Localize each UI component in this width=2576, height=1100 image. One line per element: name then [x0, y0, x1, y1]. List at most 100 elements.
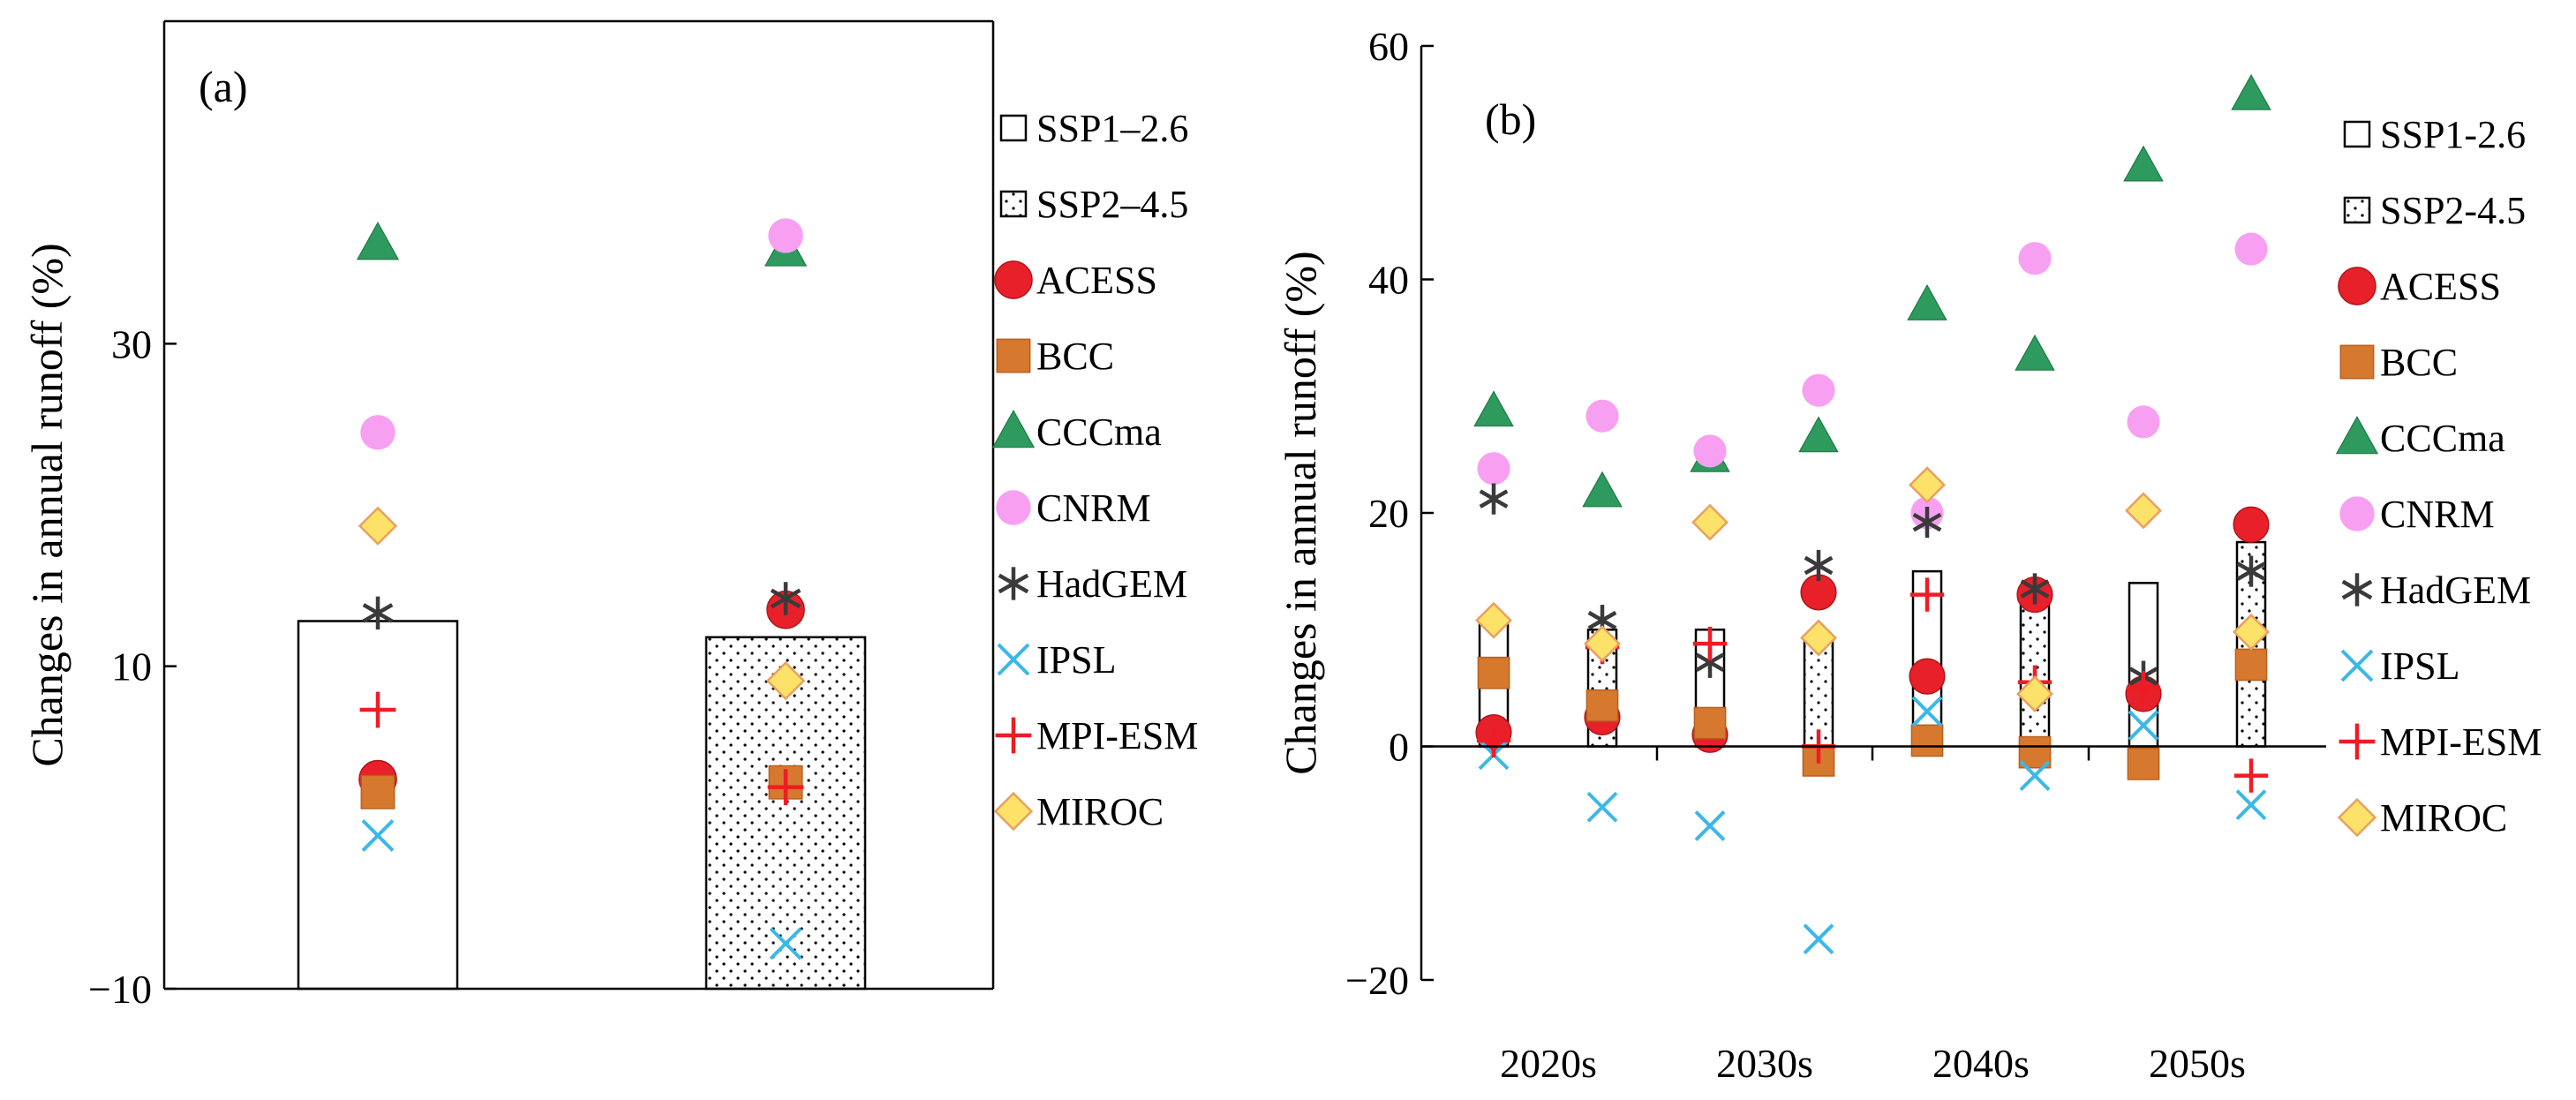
point-bcc	[1693, 706, 1727, 740]
legend-marker-hadgem	[2341, 573, 2373, 607]
series-ipsl	[361, 819, 802, 961]
legend-marker-bcc	[2339, 344, 2375, 380]
point-ipsl-stroke	[2019, 760, 2051, 791]
point-hadgem-stroke	[2236, 561, 2266, 581]
legend-label: BCC	[1036, 335, 1114, 378]
legend-marker-mpi-esm	[995, 717, 1032, 754]
legend-item: HadGEM	[2341, 569, 2531, 612]
legend-a: SSP1–2.6 SSP2–4.5 ACESS BCC CCCma CNRM HadGEM I…	[991, 107, 1198, 833]
x-tick-label: 2040s	[1932, 1041, 2030, 1086]
point-cnrm	[1693, 434, 1727, 468]
x-tick-labels: 2020s 2030s 2040s 2050s	[1500, 1041, 2246, 1086]
point-hadgem-stroke	[1695, 652, 1725, 673]
point-miroc	[1909, 466, 1946, 504]
point-cccma	[356, 222, 400, 260]
legend-label: SSP1–2.6	[1036, 107, 1188, 150]
legend-marker-hadgem-stroke	[2341, 579, 2373, 600]
legend-label: IPSL	[2380, 644, 2459, 688]
legend-label: MPI-ESM	[2380, 720, 2542, 764]
legend-label: CNRM	[1036, 486, 1151, 530]
point-cccma	[2015, 334, 2055, 371]
legend-label: CCCma	[2380, 417, 2505, 460]
point-ipsl	[1694, 810, 1726, 841]
panel-a: −10 10 30 Changes in annual runoff (%) (a)	[22, 19, 995, 1012]
series-bcc	[1477, 648, 2268, 780]
point-acess	[2233, 506, 2270, 543]
legend-item: CCCma	[2335, 415, 2505, 460]
point-ipsl	[769, 927, 802, 961]
legend-item: CNRM	[996, 486, 1151, 530]
y-axis-title: Changes in annual runoff (%)	[1276, 251, 1325, 774]
legend-item: IPSL	[2340, 644, 2459, 688]
legend-item: CCCma	[991, 409, 1162, 454]
point-cccma	[1798, 416, 1839, 453]
point-mpi-esm	[1692, 626, 1728, 661]
point-bcc	[1586, 689, 1619, 722]
point-ipsl-stroke	[1911, 696, 1943, 727]
series-miroc	[358, 506, 806, 701]
point-ipsl-stroke	[2235, 789, 2267, 821]
point-acess	[1909, 658, 1946, 695]
legend-marker-hadgem-stroke	[998, 573, 1029, 594]
legend-item: SSP2–4.5	[999, 183, 1188, 226]
panel-label: (a)	[199, 62, 248, 111]
point-mpi-esm	[2233, 758, 2269, 793]
point-miroc	[765, 660, 806, 701]
point-cnrm	[1802, 373, 1835, 407]
legend-item: MIROC	[2337, 796, 2507, 840]
legend-item: MPI-ESM	[995, 714, 1198, 757]
legend-item: SSP2-4.5	[2343, 189, 2526, 232]
y-axis-title: Changes in annual runoff (%)	[22, 243, 72, 766]
legend-swatch-ssp1	[2343, 120, 2371, 148]
point-cccma	[1907, 283, 1947, 320]
legend-item: HadGEM	[998, 562, 1187, 606]
legend-item: ACESS	[2338, 265, 2501, 308]
legend-label: BCC	[2380, 341, 2458, 384]
point-bcc	[1910, 724, 1944, 757]
point-ipsl	[361, 819, 395, 852]
legend-label: MIROC	[1036, 790, 1164, 833]
legend-marker-miroc	[2337, 797, 2377, 838]
legend-swatch-ssp2	[2343, 196, 2371, 224]
legend-item: ACESS	[994, 259, 1157, 302]
legend-marker-bcc	[996, 338, 1031, 373]
legend-item: MPI-ESM	[2339, 720, 2542, 764]
point-ipsl	[2128, 710, 2159, 742]
series-ipsl	[1478, 696, 2267, 955]
point-cnrm	[768, 218, 803, 253]
point-bcc	[2018, 735, 2052, 769]
point-cnrm	[2127, 405, 2160, 439]
legend-label: MPI-ESM	[1036, 714, 1198, 757]
point-mpi-esm	[1476, 723, 1511, 758]
point-ipsl-stroke	[1586, 791, 1618, 823]
series-mpi-esm	[359, 691, 804, 806]
legend-marker-hadgem	[998, 567, 1029, 600]
legend-item: BCC	[2339, 341, 2458, 384]
x-tick-label: 2020s	[1500, 1041, 1597, 1086]
point-ipsl	[2235, 789, 2267, 821]
x-tick-label: 2050s	[2149, 1041, 2246, 1086]
legend-marker-ipsl	[2340, 649, 2374, 682]
point-ipsl-stroke	[769, 927, 802, 961]
point-hadgem-stroke	[1912, 512, 1942, 532]
point-hadgem	[770, 582, 802, 615]
legend-marker-mpi-esm	[2339, 723, 2376, 760]
legend-marker-cccma	[991, 409, 1036, 448]
legend-item: SSP1-2.6	[2343, 113, 2526, 156]
point-ipsl	[1586, 791, 1618, 823]
point-miroc	[1691, 503, 1729, 541]
legend-marker-cccma	[2335, 415, 2379, 455]
legend-marker-acess	[994, 260, 1033, 299]
legend-marker-ipsl	[997, 643, 1030, 676]
legend-item: BCC	[996, 335, 1114, 378]
series-cnrm	[1477, 232, 2268, 530]
point-hadgem	[2236, 555, 2266, 587]
point-miroc	[2233, 613, 2270, 651]
legend-marker-cnrm	[2339, 496, 2375, 531]
point-cnrm	[1477, 452, 1510, 486]
legend-label: SSP2–4.5	[1036, 183, 1188, 226]
legend-item: MIROC	[993, 790, 1164, 833]
series-cnrm	[360, 218, 803, 450]
point-miroc	[1800, 619, 1837, 657]
